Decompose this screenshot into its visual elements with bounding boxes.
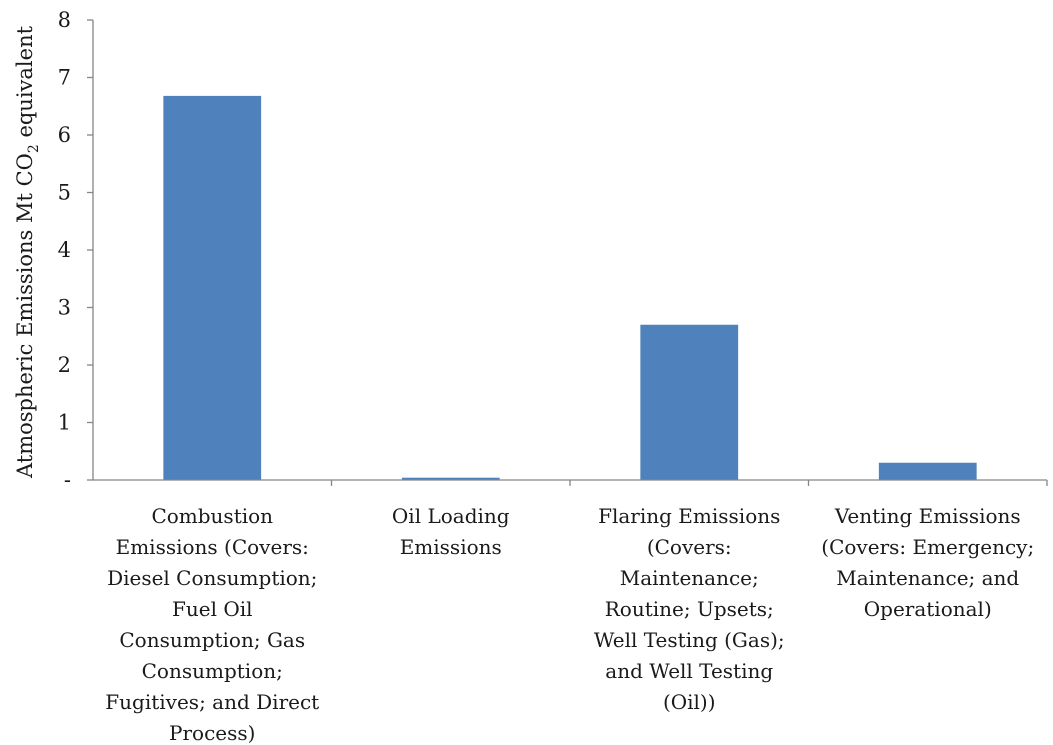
y-tick-label: 1 [58, 411, 71, 435]
bar [640, 324, 739, 480]
bar [401, 477, 500, 480]
x-category-label-line: (Covers: [647, 535, 732, 559]
x-category-label-line: Flaring Emissions [598, 504, 780, 528]
y-axis-title-subscript: 2 [26, 144, 42, 153]
x-category-label-line: Fugitives; and Direct [105, 690, 319, 714]
x-category-label-line: Maintenance; and [836, 566, 1019, 590]
x-category-label: Combustion Emissions (Covers: Diesel Consu… [105, 504, 319, 745]
y-axis-title-suffix: equivalent [13, 25, 37, 144]
x-category-label-line: Well Testing (Gas); [594, 628, 785, 652]
y-axis-title-main: Atmospheric Emissions Mt CO [13, 153, 37, 479]
x-category-label-line: Diesel Consumption; [107, 566, 317, 590]
y-tick-label: 5 [58, 181, 71, 205]
x-category-label-line: Consumption; [142, 659, 283, 683]
x-category-label-line: Fuel Oil [172, 597, 253, 621]
y-axis-ticks: - 1 2 3 4 5 6 7 8 [58, 8, 93, 492]
x-category-label-line: Venting Emissions [834, 504, 1021, 528]
x-category-label-line: (Oil)) [663, 690, 716, 714]
x-category-label-line: Combustion [151, 504, 273, 528]
x-category-label-line: Operational) [864, 597, 992, 621]
x-category-label-line: Emissions (Covers: [116, 535, 309, 559]
bar [878, 462, 977, 480]
x-category-label-line: Maintenance; [620, 566, 759, 590]
x-category-label-line: and Well Testing [605, 659, 773, 683]
bar-series [163, 95, 977, 481]
y-tick-label: 6 [58, 123, 71, 147]
x-category-label-line: (Covers: Emergency; [821, 535, 1034, 559]
y-tick-label: 4 [58, 238, 71, 262]
x-category-label-line: Emissions [400, 535, 502, 559]
x-category-label-line: Process) [169, 721, 255, 745]
x-axis-category-labels: Combustion Emissions (Covers: Diesel Consu… [105, 504, 1034, 745]
x-category-label-line: Routine; Upsets; [605, 597, 774, 621]
axes [92, 20, 1048, 486]
y-tick-label: - [64, 468, 71, 492]
x-category-label-line: Oil Loading [392, 504, 510, 528]
y-axis-title: Atmospheric Emissions Mt CO2 equivalent [13, 25, 42, 479]
y-tick-label: 8 [58, 8, 71, 32]
y-tick-label: 2 [58, 353, 71, 377]
x-category-label: Venting Emissions (Covers: Emergency; Main… [821, 504, 1034, 621]
bar [163, 95, 262, 481]
x-category-label: Flaring Emissions (Covers: Maintenance; Rou… [594, 504, 785, 714]
x-category-label: Oil Loading Emissions [392, 504, 510, 559]
x-category-label-line: Consumption; Gas [119, 628, 305, 652]
y-tick-label: 7 [58, 66, 71, 90]
y-tick-label: 3 [58, 296, 71, 320]
